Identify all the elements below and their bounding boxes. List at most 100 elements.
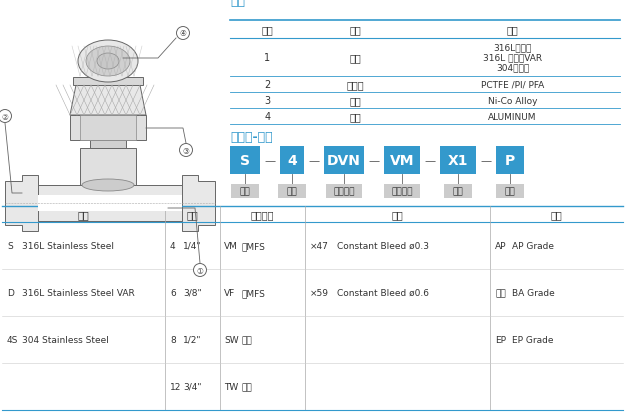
Text: 316L 不锈钢VAR: 316L 不锈钢VAR xyxy=(483,53,542,62)
Text: TW: TW xyxy=(224,382,238,391)
Text: 316L Stainless Steel: 316L Stainless Steel xyxy=(22,242,114,250)
Text: 等级: 等级 xyxy=(505,187,515,196)
Text: 产品类型: 产品类型 xyxy=(333,187,355,196)
Bar xyxy=(440,147,476,175)
Text: 1/4": 1/4" xyxy=(183,242,201,250)
Text: 3: 3 xyxy=(265,96,271,106)
Bar xyxy=(496,147,524,175)
Text: ①: ① xyxy=(196,266,203,275)
Bar xyxy=(384,185,420,199)
Text: 膜片: 膜片 xyxy=(349,96,361,106)
Text: 316L Stainless Steel VAR: 316L Stainless Steel VAR xyxy=(22,288,135,297)
Polygon shape xyxy=(5,176,60,231)
Text: 尺寸: 尺寸 xyxy=(287,187,297,196)
Text: SW: SW xyxy=(224,335,239,344)
Text: 316L不锈钢: 316L不锈钢 xyxy=(493,43,532,52)
Text: DVN: DVN xyxy=(327,154,361,168)
Text: 4S: 4S xyxy=(7,335,18,344)
Text: 2: 2 xyxy=(265,80,271,90)
Text: 手柄: 手柄 xyxy=(349,112,361,122)
Text: Ni-Co Alloy: Ni-Co Alloy xyxy=(488,96,537,105)
Text: 密封面: 密封面 xyxy=(346,80,364,90)
Text: VM: VM xyxy=(224,242,238,250)
Text: 名称: 名称 xyxy=(349,25,361,35)
Text: —: — xyxy=(308,156,320,166)
Text: 定制: 定制 xyxy=(453,187,463,196)
Text: EP: EP xyxy=(495,335,506,344)
Text: 尺寸: 尺寸 xyxy=(187,209,198,219)
Text: 序号: 序号 xyxy=(261,25,273,35)
Text: 304 Stainless Steel: 304 Stainless Steel xyxy=(22,335,109,344)
Text: 1/2": 1/2" xyxy=(183,335,201,344)
Text: 接口方式: 接口方式 xyxy=(391,187,413,196)
Bar xyxy=(444,185,472,199)
Text: VM: VM xyxy=(390,154,414,168)
Ellipse shape xyxy=(82,180,134,192)
Text: 焊接: 焊接 xyxy=(242,382,253,391)
Text: Constant Bleed ø0.6: Constant Bleed ø0.6 xyxy=(337,288,429,297)
Ellipse shape xyxy=(97,54,119,70)
Polygon shape xyxy=(160,176,215,231)
Text: —: — xyxy=(424,156,436,166)
Text: 选项: 选项 xyxy=(392,209,403,219)
Bar xyxy=(230,147,260,175)
Text: 公MFS: 公MFS xyxy=(242,242,266,250)
Text: ×47: ×47 xyxy=(310,242,329,250)
Text: ④: ④ xyxy=(179,29,186,38)
Text: BA Grade: BA Grade xyxy=(512,288,555,297)
Text: —: — xyxy=(480,156,492,166)
Bar xyxy=(38,195,182,211)
Polygon shape xyxy=(80,149,136,185)
Circle shape xyxy=(0,110,11,123)
Text: 卡套: 卡套 xyxy=(242,335,253,344)
Bar xyxy=(496,185,524,199)
Text: 材质: 材质 xyxy=(240,187,250,196)
Text: 材质: 材质 xyxy=(507,25,519,35)
Text: PCTFE /PI/ PFA: PCTFE /PI/ PFA xyxy=(481,80,544,89)
Text: —: — xyxy=(369,156,379,166)
Text: ③: ③ xyxy=(182,146,189,155)
Text: 8: 8 xyxy=(170,335,176,344)
Text: VF: VF xyxy=(224,288,235,297)
Text: X1: X1 xyxy=(448,154,468,168)
Text: —: — xyxy=(265,156,275,166)
Text: 母MFS: 母MFS xyxy=(242,288,266,297)
Text: 4: 4 xyxy=(265,112,271,122)
Bar xyxy=(90,141,126,149)
Text: 12: 12 xyxy=(170,382,181,391)
Circle shape xyxy=(179,144,192,157)
Polygon shape xyxy=(70,86,146,116)
Text: 等级: 等级 xyxy=(551,209,562,219)
Text: 6: 6 xyxy=(170,288,176,297)
Circle shape xyxy=(194,264,206,277)
Bar xyxy=(384,147,420,175)
Text: S: S xyxy=(7,242,13,250)
Text: 304不锈钢: 304不锈钢 xyxy=(496,63,529,72)
Text: Constant Bleed ø0.3: Constant Bleed ø0.3 xyxy=(337,242,429,250)
Text: 1: 1 xyxy=(265,53,271,63)
Bar xyxy=(80,116,136,141)
Bar xyxy=(278,185,306,199)
Bar xyxy=(73,78,143,86)
Bar xyxy=(231,185,259,199)
Text: P: P xyxy=(505,154,515,168)
Text: 4: 4 xyxy=(170,242,176,250)
Text: D: D xyxy=(7,288,14,297)
Text: AP Grade: AP Grade xyxy=(512,242,554,250)
Bar xyxy=(70,116,146,141)
Text: S: S xyxy=(240,154,250,168)
Text: EP Grade: EP Grade xyxy=(512,335,554,344)
Text: ALUMINUM: ALUMINUM xyxy=(488,112,537,121)
Text: 材质: 材质 xyxy=(78,209,90,219)
Text: 阀体: 阀体 xyxy=(349,53,361,63)
Text: 3/4": 3/4" xyxy=(183,382,201,391)
Text: AP: AP xyxy=(495,242,507,250)
Bar xyxy=(280,147,304,175)
Bar xyxy=(326,185,362,199)
Text: 材质: 材质 xyxy=(230,0,245,8)
Text: 4: 4 xyxy=(287,154,297,168)
Ellipse shape xyxy=(78,41,138,83)
Text: ②: ② xyxy=(1,112,8,121)
Text: 接口方式: 接口方式 xyxy=(251,209,274,219)
Text: 订单号-型号: 订单号-型号 xyxy=(230,131,273,144)
